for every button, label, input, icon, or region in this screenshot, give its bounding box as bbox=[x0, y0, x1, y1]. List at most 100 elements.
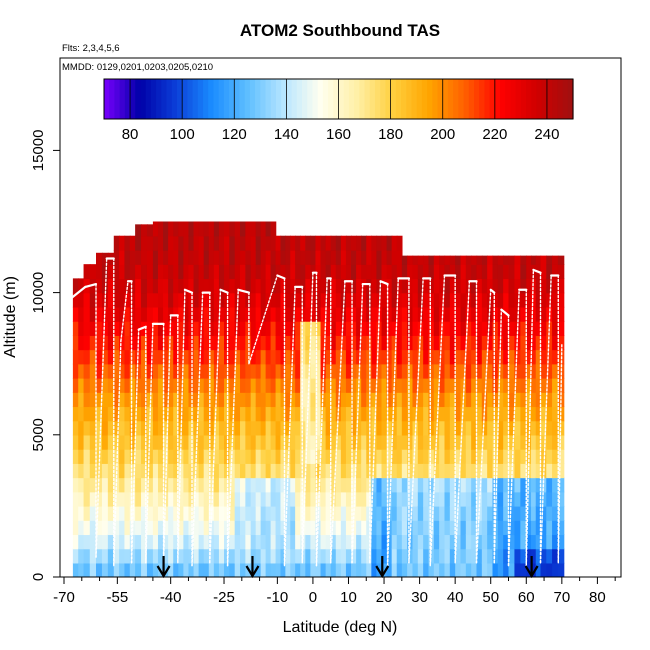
heatmap-cell bbox=[255, 562, 262, 577]
heatmap-cell bbox=[460, 548, 467, 564]
heatmap-cell bbox=[83, 491, 91, 507]
heatmap-cell bbox=[280, 292, 287, 308]
heatmap-cell bbox=[356, 534, 362, 550]
heatmap-cell bbox=[356, 406, 362, 422]
heatmap-cell bbox=[234, 235, 241, 251]
heatmap-cell bbox=[218, 548, 225, 564]
heatmap-cell bbox=[275, 420, 282, 436]
heatmap-cell bbox=[193, 306, 200, 322]
heatmap-cell bbox=[345, 335, 352, 351]
heatmap-cell bbox=[439, 449, 446, 464]
heatmap-cell bbox=[124, 377, 131, 393]
heatmap-cell bbox=[552, 420, 559, 436]
heatmap-cell bbox=[280, 278, 287, 294]
flight-track-segment bbox=[386, 277, 399, 567]
heatmap-cell bbox=[391, 463, 398, 479]
heatmap-cell bbox=[72, 420, 79, 436]
flight-track-segment bbox=[429, 274, 446, 567]
heatmap-cell bbox=[325, 363, 332, 379]
heatmap-cell bbox=[285, 335, 291, 351]
heatmap-cell bbox=[78, 520, 85, 536]
heatmap-cell bbox=[163, 278, 169, 294]
heatmap-cell bbox=[391, 420, 398, 436]
heatmap-cell bbox=[540, 321, 547, 336]
heatmap-cell bbox=[487, 505, 494, 521]
heatmap-cell bbox=[371, 505, 378, 521]
heatmap-cell bbox=[107, 292, 115, 308]
heatmap-cell bbox=[492, 392, 499, 408]
heatmap-cell bbox=[481, 449, 488, 464]
heatmap-cell bbox=[280, 377, 287, 393]
flight-track-segment bbox=[137, 325, 147, 331]
heatmap-cell bbox=[315, 406, 322, 422]
heatmap-cell bbox=[433, 321, 440, 336]
heatmap-cell bbox=[198, 420, 205, 436]
heatmap-cell bbox=[330, 420, 337, 436]
heatmap-cell bbox=[356, 349, 362, 365]
heatmap-cell bbox=[72, 335, 79, 351]
heatmap-cell bbox=[557, 449, 565, 464]
heatmap-cell bbox=[471, 377, 478, 393]
heatmap-cell bbox=[526, 491, 532, 507]
heatmap-cell bbox=[481, 255, 488, 265]
x-tick-label: 30 bbox=[411, 589, 428, 606]
heatmap-cell bbox=[275, 491, 282, 507]
heatmap-cell bbox=[417, 491, 424, 507]
heatmap-cell bbox=[213, 520, 220, 536]
heatmap-cell bbox=[320, 321, 327, 336]
heatmap-cell bbox=[168, 477, 174, 493]
heatmap-cell bbox=[335, 520, 342, 536]
heatmap-cell bbox=[89, 562, 97, 577]
heatmap-cell bbox=[487, 264, 494, 280]
heatmap-cell bbox=[163, 434, 169, 450]
heatmap-cell bbox=[503, 392, 510, 408]
heatmap-cell bbox=[96, 505, 103, 521]
heatmap-cell bbox=[407, 392, 414, 408]
heatmap-cell bbox=[305, 278, 312, 294]
heatmap-cell bbox=[183, 449, 190, 464]
heatmap-cell bbox=[146, 505, 154, 521]
heatmap-cell bbox=[503, 463, 510, 479]
colorbar-swatch bbox=[479, 79, 486, 119]
heatmap-cell bbox=[471, 449, 478, 464]
heatmap-cell bbox=[345, 306, 352, 322]
heatmap-cell bbox=[157, 534, 164, 550]
colorbar-swatch bbox=[286, 79, 293, 119]
heatmap-cell bbox=[330, 520, 337, 536]
colorbar-swatch bbox=[520, 79, 527, 119]
flight-track-segment bbox=[351, 283, 364, 564]
heatmap-cell bbox=[107, 534, 115, 550]
heatmap-cell bbox=[183, 349, 190, 365]
heatmap-cell bbox=[168, 420, 174, 436]
heatmap-cell bbox=[320, 463, 327, 479]
heatmap-cell bbox=[285, 363, 291, 379]
heatmap-cell bbox=[315, 363, 322, 379]
flight-track-segment bbox=[183, 288, 194, 294]
heatmap-cell bbox=[188, 363, 195, 379]
heatmap-cell bbox=[396, 249, 403, 265]
heatmap-cell bbox=[83, 434, 91, 450]
heatmap-cell bbox=[340, 349, 347, 365]
heatmap-cell bbox=[417, 406, 424, 422]
heatmap-cell bbox=[173, 377, 179, 393]
heatmap-cell bbox=[320, 505, 327, 521]
heatmap-cell bbox=[356, 520, 362, 536]
heatmap-cell bbox=[146, 377, 154, 393]
heatmap-cell bbox=[183, 434, 190, 450]
heatmap-cell bbox=[508, 306, 516, 322]
heatmap-cell bbox=[520, 449, 527, 464]
flight-track-segment bbox=[493, 308, 503, 564]
heatmap-cell bbox=[444, 420, 451, 436]
heatmap-cell bbox=[449, 349, 456, 365]
heatmap-cell bbox=[361, 477, 367, 493]
x-tick-label: 20 bbox=[376, 589, 393, 606]
heatmap-cell bbox=[356, 434, 362, 450]
heatmap-cell bbox=[265, 420, 272, 436]
heatmap-cell bbox=[514, 534, 522, 550]
heatmap-cell bbox=[193, 249, 200, 265]
heatmap-cell bbox=[492, 349, 499, 365]
heatmap-cell bbox=[503, 420, 510, 436]
heatmap-cell bbox=[361, 264, 367, 280]
heatmap-cell bbox=[119, 377, 126, 393]
heatmap-cell bbox=[290, 392, 296, 408]
